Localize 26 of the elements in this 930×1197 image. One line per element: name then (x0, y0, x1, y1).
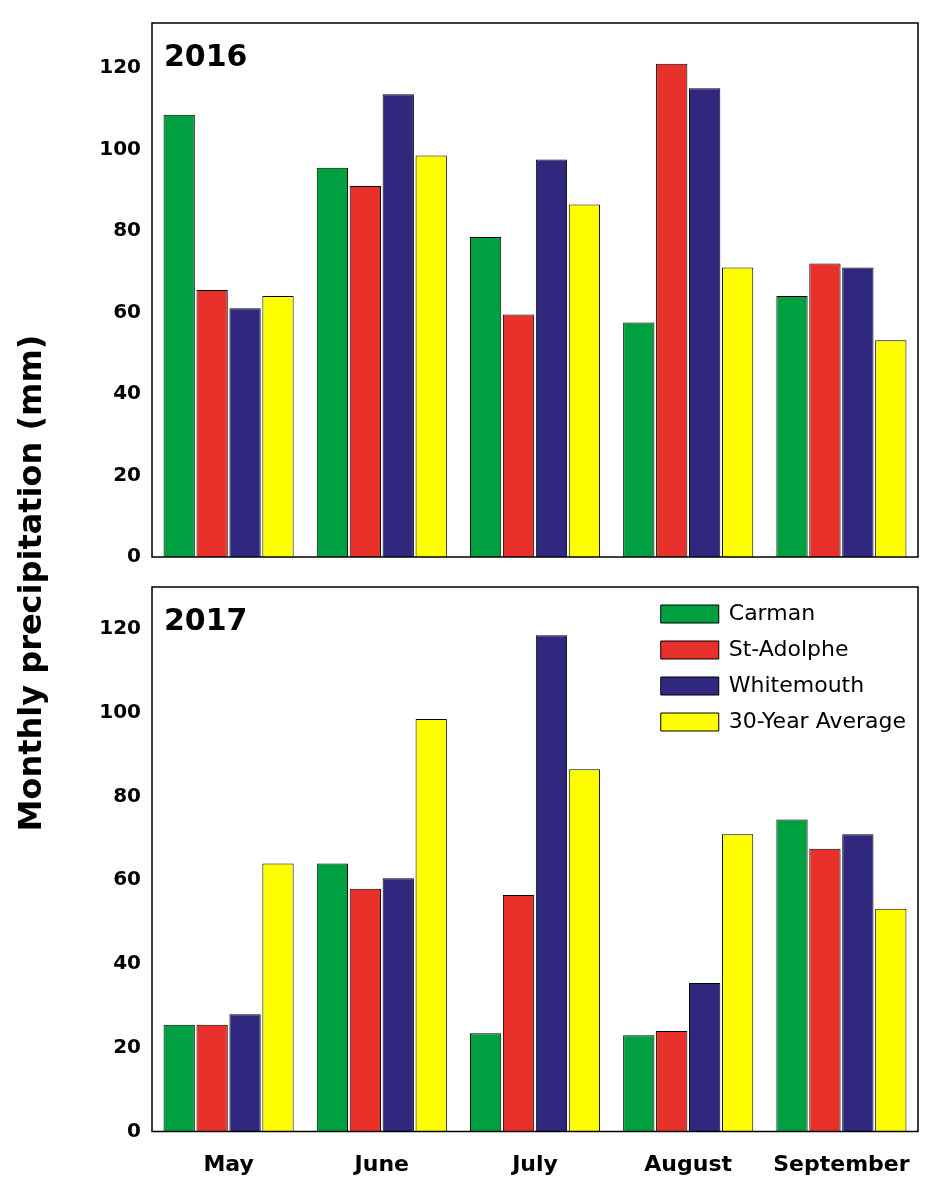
y-tick-label: 20 (113, 1034, 141, 1059)
x-tick-label: May (203, 1150, 254, 1176)
y-tick-label: 0 (127, 1117, 141, 1142)
y-tick-label: 40 (113, 950, 141, 975)
y-tick-label: 100 (99, 698, 141, 723)
y-tick-label: 0 (127, 543, 141, 568)
x-tick-label: September (773, 1150, 910, 1176)
y-tick-label: 20 (113, 461, 141, 486)
y-tick-label: 80 (113, 217, 141, 242)
y-tick-label: 100 (99, 135, 141, 160)
annotation: 2016 (164, 37, 248, 73)
y-tick-label: 120 (99, 54, 141, 79)
x-tick-label: June (352, 1150, 410, 1176)
y-tick-label: 40 (113, 380, 141, 405)
x-tick-label: July (510, 1150, 558, 1176)
y-tick-label: 120 (99, 615, 141, 640)
y-tick-label: 60 (113, 866, 141, 891)
y-axis-title: Monthly precipitation (mm) (11, 334, 49, 832)
legend-label: Whitemouth (728, 671, 865, 697)
legend-label: St-Adolphe (728, 635, 849, 661)
y-tick-label: 80 (113, 782, 141, 807)
legend-label: 30-Year Average (728, 707, 907, 733)
annotation: 2017 (164, 601, 248, 637)
legend-label: Carman (728, 599, 816, 625)
y-tick-label: 60 (113, 298, 141, 323)
x-tick-label: August (644, 1150, 733, 1176)
